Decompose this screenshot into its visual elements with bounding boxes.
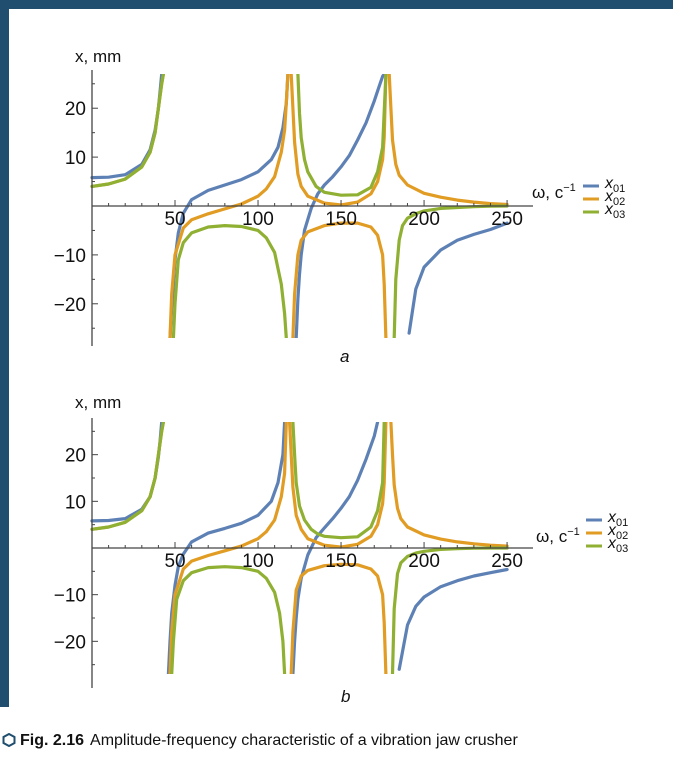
panel-b-series-x03-branch-2: [170, 565, 287, 674]
panel-b-legend-label-1: x01: [607, 509, 628, 529]
panel-a-xtick-label-2: 150: [325, 209, 357, 230]
panel-b-legend-label-2: x02: [607, 522, 628, 542]
caption-text: Amplitude-frequency characteristic of a …: [90, 732, 518, 749]
panel-a-ytick-label-1: −10: [54, 246, 86, 267]
panel-b-series-x02-branch-3: [288, 422, 388, 549]
panel-a-series-x01-branch-1: [90, 74, 164, 180]
panel-a-x-axis-label-text: ω, c: [532, 183, 564, 202]
panel-a-series-x02-branch-1: [90, 74, 165, 188]
panel-b-series-x01-branch-4: [397, 567, 509, 671]
panel-b-xtick-labels: 50 100 150 200 250: [164, 551, 522, 572]
caption-figure-number: Fig. 2.16: [20, 732, 85, 749]
panel-b-ytick-label-1: −10: [54, 586, 86, 607]
panel-b-series-lines: [90, 422, 509, 674]
panel-b-series-x03-branch-3: [291, 422, 386, 540]
panel-a-series-x03-branch-1: [90, 74, 165, 188]
panel-b-x-axis-label-text: ω, c: [536, 527, 568, 546]
panel-a-series-x01-branch-3: [294, 74, 386, 338]
panel-b-ytick-label-3: 20: [65, 446, 86, 467]
panel-b-series-x03-branch-1: [90, 422, 165, 531]
panel-a-xtick-labels: 50 100 150 200 250: [164, 209, 522, 230]
panel-a-ytick-labels: −20 −10 10 20: [54, 99, 86, 316]
panel-b-x-axis-label: ω, c−1: [536, 526, 580, 546]
panel-b-xtick-label-0: 50: [164, 551, 185, 572]
panel-b-series-x01-branch-3: [291, 422, 380, 674]
panel-b: x, mm −20 −10 10 20 50 100 150 200 250 ω, c−1 x…: [54, 393, 628, 706]
panel-a-xtick-label-1: 100: [242, 209, 274, 230]
panel-a-legend-label-1: x01: [604, 175, 625, 195]
panel-a-y-axis-label: x, mm: [75, 47, 121, 66]
panel-b-ytick-label-2: 10: [65, 492, 86, 513]
panel-a-ytick-label-2: 10: [65, 148, 86, 169]
panel-b-xtick-label-3: 200: [408, 551, 440, 572]
panel-a-series-x03-branch-2: [171, 224, 288, 338]
panel-a-ytick-label-0: −20: [54, 295, 86, 316]
panel-a-xtick-label-0: 50: [164, 209, 185, 230]
panel-a-xtick-label-4: 250: [491, 209, 523, 230]
hexagon-bullet-icon: [2, 733, 16, 747]
panel-a-series-x02-branch-3: [289, 74, 388, 207]
panel-a-legend-label-2: x02: [604, 188, 625, 208]
panel-b-series-x02-branch-4: [289, 562, 388, 674]
panel-a: x, mm −20 −10 10 20 50 100 150 200 250 ω, c−1 x…: [54, 47, 625, 366]
panel-a-series-x01-branch-4: [407, 221, 509, 335]
panel-a-ytick-label-3: 20: [65, 99, 86, 120]
panel-b-ytick-labels: −20 −10 10 20: [54, 446, 86, 654]
figure-caption: Fig. 2.16 Amplitude-frequency characteris…: [2, 732, 518, 750]
panel-a-label: a: [340, 347, 349, 366]
panel-b-series-x02-branch-1: [90, 422, 165, 531]
panel-a-xtick-label-3: 200: [408, 209, 440, 230]
panel-b-y-axis-label: x, mm: [75, 393, 121, 412]
panel-a-legend-label-3: x03: [604, 201, 625, 221]
panel-a-series-x02-branch-4: [291, 221, 388, 338]
panel-a-plot: [90, 70, 533, 346]
panel-a-series-x02-branch-5: [387, 74, 509, 207]
panel-b-label: b: [341, 687, 350, 706]
panel-b-series-x01-branch-1: [90, 422, 164, 523]
panel-a-series-x03-branch-3: [296, 74, 388, 197]
panel-a-x-axis-label-sup: −1: [563, 182, 576, 194]
panel-b-series-x02-branch-5: [389, 422, 509, 548]
panel-b-xtick-label-4: 250: [491, 551, 523, 572]
frame-left-bar: [0, 0, 9, 707]
panel-b-xtick-label-1: 100: [242, 551, 274, 572]
panel-a-x-axis-label: ω, c−1: [532, 182, 576, 202]
frame-top-bar: [0, 0, 673, 9]
panel-b-xtick-label-2: 150: [325, 551, 357, 572]
panel-b-legend-label-3: x03: [607, 535, 628, 555]
panel-b-ytick-label-0: −20: [54, 632, 86, 653]
panel-b-x-axis-label-sup: −1: [567, 526, 580, 538]
panel-b-plot: [90, 418, 533, 688]
